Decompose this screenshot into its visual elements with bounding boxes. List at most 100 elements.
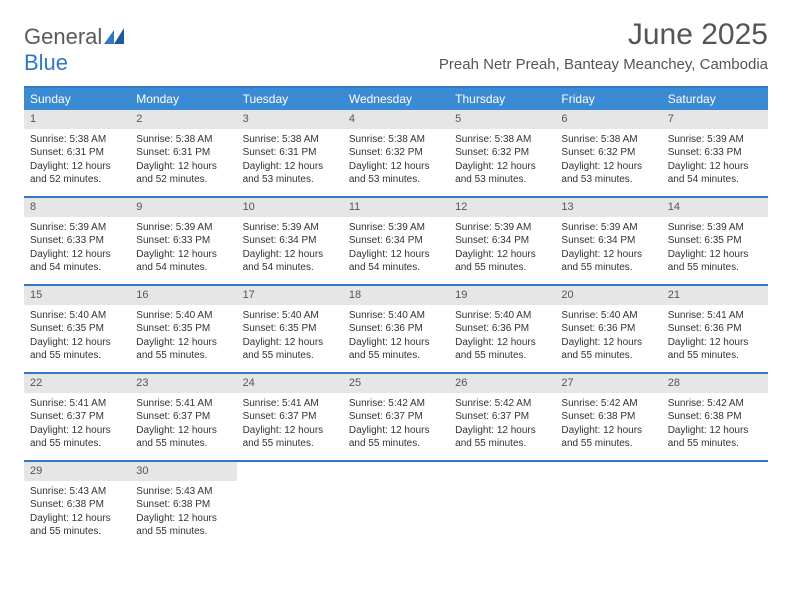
sunrise-text: Sunrise: 5:39 AM bbox=[136, 221, 230, 235]
daylight-text: Daylight: 12 hours and 55 minutes. bbox=[561, 336, 655, 363]
sunset-text: Sunset: 6:38 PM bbox=[136, 498, 230, 512]
daylight-text: Daylight: 12 hours and 53 minutes. bbox=[243, 160, 337, 187]
calendar-week: 29Sunrise: 5:43 AMSunset: 6:38 PMDayligh… bbox=[24, 462, 768, 548]
daylight-text: Daylight: 12 hours and 55 minutes. bbox=[561, 424, 655, 451]
sunrise-text: Sunrise: 5:38 AM bbox=[243, 133, 337, 147]
calendar-cell: 9 Sunrise: 5:39 AMSunset: 6:33 PMDaylight… bbox=[130, 198, 236, 284]
sunrise-text: Sunrise: 5:40 AM bbox=[455, 309, 549, 323]
day-number: 28 bbox=[662, 374, 768, 393]
daylight-text: Daylight: 12 hours and 55 minutes. bbox=[30, 336, 124, 363]
calendar-week: 15Sunrise: 5:40 AMSunset: 6:35 PMDayligh… bbox=[24, 286, 768, 374]
sunset-text: Sunset: 6:37 PM bbox=[243, 410, 337, 424]
daylight-text: Daylight: 12 hours and 54 minutes. bbox=[243, 248, 337, 275]
sunrise-text: Sunrise: 5:39 AM bbox=[30, 221, 124, 235]
day-header-cell: Tuesday bbox=[237, 88, 343, 110]
day-header-row: SundayMondayTuesdayWednesdayThursdayFrid… bbox=[24, 88, 768, 110]
calendar-cell-empty bbox=[343, 462, 449, 548]
calendar-body: 1Sunrise: 5:38 AMSunset: 6:31 PMDaylight… bbox=[24, 110, 768, 548]
title-block: June 2025 Preah Netr Preah, Banteay Mean… bbox=[439, 18, 768, 73]
sunrise-text: Sunrise: 5:39 AM bbox=[668, 221, 762, 235]
calendar-cell-empty bbox=[449, 462, 555, 548]
day-number: 14 bbox=[662, 198, 768, 217]
sunrise-text: Sunrise: 5:42 AM bbox=[668, 397, 762, 411]
sunset-text: Sunset: 6:34 PM bbox=[243, 234, 337, 248]
calendar-cell-empty bbox=[662, 462, 768, 548]
daylight-text: Daylight: 12 hours and 55 minutes. bbox=[455, 424, 549, 451]
day-number: 1 bbox=[24, 110, 130, 129]
calendar-week: 1Sunrise: 5:38 AMSunset: 6:31 PMDaylight… bbox=[24, 110, 768, 198]
day-number: 24 bbox=[237, 374, 343, 393]
sunrise-text: Sunrise: 5:38 AM bbox=[561, 133, 655, 147]
daylight-text: Daylight: 12 hours and 55 minutes. bbox=[455, 248, 549, 275]
sunset-text: Sunset: 6:35 PM bbox=[243, 322, 337, 336]
calendar-cell: 16Sunrise: 5:40 AMSunset: 6:35 PMDayligh… bbox=[130, 286, 236, 372]
day-number: 6 bbox=[555, 110, 661, 129]
calendar-cell: 2Sunrise: 5:38 AMSunset: 6:31 PMDaylight… bbox=[130, 110, 236, 196]
sunset-text: Sunset: 6:37 PM bbox=[136, 410, 230, 424]
day-number: 25 bbox=[343, 374, 449, 393]
daylight-text: Daylight: 12 hours and 55 minutes. bbox=[349, 336, 443, 363]
sunrise-text: Sunrise: 5:38 AM bbox=[455, 133, 549, 147]
daylight-text: Daylight: 12 hours and 55 minutes. bbox=[349, 424, 443, 451]
sunrise-text: Sunrise: 5:41 AM bbox=[30, 397, 124, 411]
sunrise-text: Sunrise: 5:40 AM bbox=[349, 309, 443, 323]
daylight-text: Daylight: 12 hours and 53 minutes. bbox=[349, 160, 443, 187]
day-number: 21 bbox=[662, 286, 768, 305]
day-number: 27 bbox=[555, 374, 661, 393]
day-number: 5 bbox=[449, 110, 555, 129]
daylight-text: Daylight: 12 hours and 54 minutes. bbox=[668, 160, 762, 187]
sunset-text: Sunset: 6:35 PM bbox=[136, 322, 230, 336]
day-number: 29 bbox=[24, 462, 130, 481]
calendar-cell: 14Sunrise: 5:39 AMSunset: 6:35 PMDayligh… bbox=[662, 198, 768, 284]
sunset-text: Sunset: 6:33 PM bbox=[668, 146, 762, 160]
daylight-text: Daylight: 12 hours and 54 minutes. bbox=[349, 248, 443, 275]
daylight-text: Daylight: 12 hours and 52 minutes. bbox=[30, 160, 124, 187]
logo-mark-icon bbox=[104, 24, 124, 49]
sunset-text: Sunset: 6:37 PM bbox=[30, 410, 124, 424]
daylight-text: Daylight: 12 hours and 55 minutes. bbox=[455, 336, 549, 363]
calendar-cell: 8Sunrise: 5:39 AMSunset: 6:33 PMDaylight… bbox=[24, 198, 130, 284]
sunrise-text: Sunrise: 5:41 AM bbox=[668, 309, 762, 323]
sunset-text: Sunset: 6:34 PM bbox=[349, 234, 443, 248]
day-number: 10 bbox=[237, 198, 343, 217]
calendar-cell: 22Sunrise: 5:41 AMSunset: 6:37 PMDayligh… bbox=[24, 374, 130, 460]
daylight-text: Daylight: 12 hours and 55 minutes. bbox=[243, 336, 337, 363]
daylight-text: Daylight: 12 hours and 52 minutes. bbox=[136, 160, 230, 187]
day-number: 17 bbox=[237, 286, 343, 305]
calendar-cell: 29Sunrise: 5:43 AMSunset: 6:38 PMDayligh… bbox=[24, 462, 130, 548]
day-header-cell: Monday bbox=[130, 88, 236, 110]
day-number: 15 bbox=[24, 286, 130, 305]
calendar-cell: 26Sunrise: 5:42 AMSunset: 6:37 PMDayligh… bbox=[449, 374, 555, 460]
sunset-text: Sunset: 6:35 PM bbox=[668, 234, 762, 248]
calendar-cell: 20Sunrise: 5:40 AMSunset: 6:36 PMDayligh… bbox=[555, 286, 661, 372]
day-number: 16 bbox=[130, 286, 236, 305]
sunset-text: Sunset: 6:38 PM bbox=[668, 410, 762, 424]
calendar-cell: 30Sunrise: 5:43 AMSunset: 6:38 PMDayligh… bbox=[130, 462, 236, 548]
calendar-cell: 5Sunrise: 5:38 AMSunset: 6:32 PMDaylight… bbox=[449, 110, 555, 196]
sunrise-text: Sunrise: 5:38 AM bbox=[136, 133, 230, 147]
calendar-cell: 12Sunrise: 5:39 AMSunset: 6:34 PMDayligh… bbox=[449, 198, 555, 284]
daylight-text: Daylight: 12 hours and 55 minutes. bbox=[136, 424, 230, 451]
sunset-text: Sunset: 6:33 PM bbox=[136, 234, 230, 248]
calendar-cell: 28Sunrise: 5:42 AMSunset: 6:38 PMDayligh… bbox=[662, 374, 768, 460]
daylight-text: Daylight: 12 hours and 54 minutes. bbox=[136, 248, 230, 275]
day-number: 22 bbox=[24, 374, 130, 393]
day-number: 2 bbox=[130, 110, 236, 129]
day-header-cell: Saturday bbox=[662, 88, 768, 110]
calendar-cell: 21Sunrise: 5:41 AMSunset: 6:36 PMDayligh… bbox=[662, 286, 768, 372]
day-number: 9 bbox=[130, 198, 236, 217]
calendar-cell: 7Sunrise: 5:39 AMSunset: 6:33 PMDaylight… bbox=[662, 110, 768, 196]
page-title: June 2025 bbox=[439, 18, 768, 52]
sunset-text: Sunset: 6:35 PM bbox=[30, 322, 124, 336]
daylight-text: Daylight: 12 hours and 55 minutes. bbox=[136, 336, 230, 363]
day-number: 11 bbox=[343, 198, 449, 217]
sunset-text: Sunset: 6:38 PM bbox=[30, 498, 124, 512]
calendar-week: 8Sunrise: 5:39 AMSunset: 6:33 PMDaylight… bbox=[24, 198, 768, 286]
day-header-cell: Thursday bbox=[449, 88, 555, 110]
daylight-text: Daylight: 12 hours and 55 minutes. bbox=[668, 336, 762, 363]
day-number: 23 bbox=[130, 374, 236, 393]
sunrise-text: Sunrise: 5:43 AM bbox=[30, 485, 124, 499]
sunrise-text: Sunrise: 5:42 AM bbox=[561, 397, 655, 411]
day-number: 13 bbox=[555, 198, 661, 217]
calendar-week: 22Sunrise: 5:41 AMSunset: 6:37 PMDayligh… bbox=[24, 374, 768, 462]
